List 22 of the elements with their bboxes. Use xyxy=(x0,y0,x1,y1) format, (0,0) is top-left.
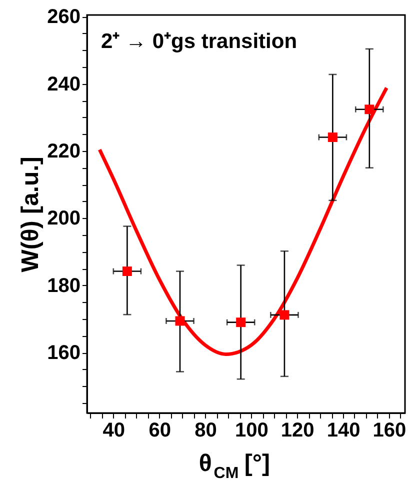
x-tick-label: 160 xyxy=(372,420,406,442)
x-tick-label: 40 xyxy=(102,420,126,442)
annotation: 2⁺ → 0⁺gs transition xyxy=(101,30,298,53)
y-tick-label: 260 xyxy=(47,6,80,28)
x-tick-label: 120 xyxy=(280,420,314,442)
point xyxy=(364,104,374,114)
y-tick-label: 240 xyxy=(47,73,80,96)
y-tick-label: 200 xyxy=(47,208,80,230)
point xyxy=(280,310,290,320)
point xyxy=(328,132,338,142)
x-tick-label: 80 xyxy=(194,420,217,442)
point xyxy=(236,318,246,328)
y-axis-title: W(θ) [a.u.] xyxy=(17,156,44,272)
x-tick-label: 140 xyxy=(326,420,360,442)
y-tick-label: 160 xyxy=(47,342,80,364)
point xyxy=(175,316,185,326)
point xyxy=(122,266,132,276)
x-tick-label: 60 xyxy=(148,420,171,442)
x-tick-label: 100 xyxy=(234,420,268,442)
y-tick-label: 220 xyxy=(47,140,80,163)
line-series xyxy=(98,86,388,356)
y-tick-label: 180 xyxy=(47,274,80,297)
